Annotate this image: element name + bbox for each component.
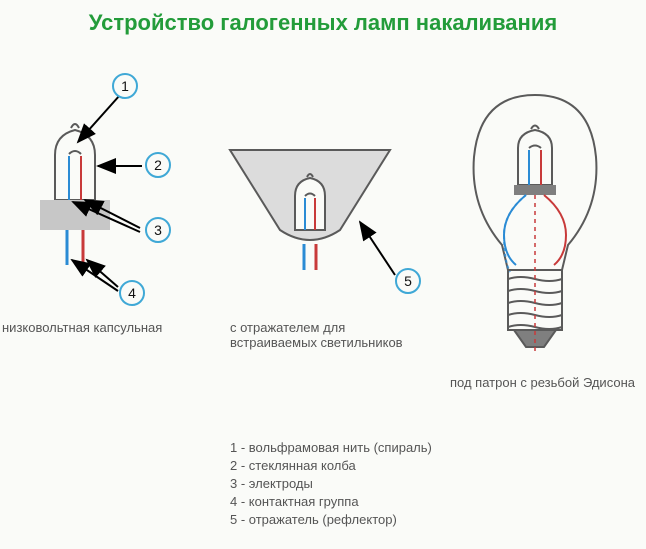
callout-3: 3 — [145, 217, 171, 243]
callout-1: 1 — [112, 73, 138, 99]
inner-capsule — [295, 178, 325, 230]
callout-2-label: 2 — [145, 152, 171, 178]
callout-5: 5 — [395, 268, 421, 294]
arrow-5 — [360, 222, 395, 275]
legend-5: 5 - отражатель (рефлектор) — [230, 512, 397, 527]
lamp-capsule — [40, 124, 110, 265]
legend-3: 3 - электроды — [230, 476, 313, 491]
caption-left: низковольтная капсульная — [2, 320, 192, 335]
filament — [69, 151, 81, 154]
support-wire-red — [544, 195, 566, 265]
legend-2: 2 - стеклянная колба — [230, 458, 356, 473]
lamp-edison — [474, 95, 597, 355]
arrow-4b — [72, 260, 118, 291]
callout-3-label: 3 — [145, 217, 171, 243]
support-wire-blue — [504, 195, 526, 265]
caption-middle: с отражателем для встраиваемых светильни… — [230, 320, 430, 350]
arrow-1 — [78, 95, 120, 142]
edison-inner-capsule — [518, 130, 552, 185]
legend-4: 4 - контактная группа — [230, 494, 359, 509]
callout-4-label: 4 — [119, 280, 145, 306]
callout-1-label: 1 — [112, 73, 138, 99]
callout-2: 2 — [145, 152, 171, 178]
lamp-reflector — [230, 150, 390, 270]
glass-envelope — [55, 130, 95, 200]
caption-right: под патрон с резьбой Эдисона — [450, 375, 645, 390]
callout-5-label: 5 — [395, 268, 421, 294]
contact-base — [40, 200, 110, 230]
callout-4: 4 — [119, 280, 145, 306]
legend-1: 1 - вольфрамовая нить (спираль) — [230, 440, 432, 455]
